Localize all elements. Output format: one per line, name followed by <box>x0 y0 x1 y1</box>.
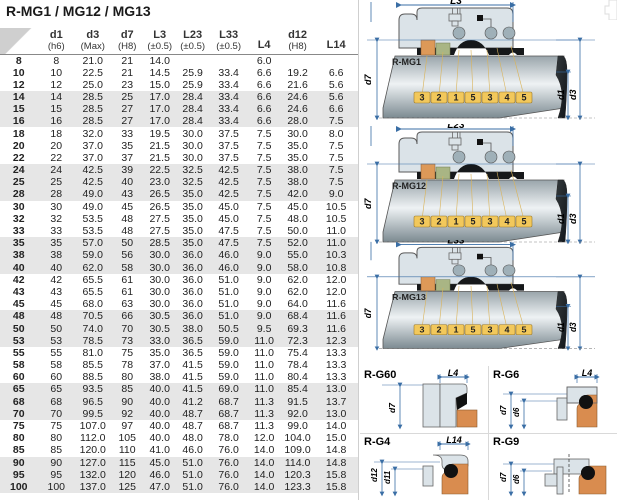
svg-text:R-MG13: R-MG13 <box>392 292 426 302</box>
svg-text:3: 3 <box>488 325 493 335</box>
svg-text:d1: d1 <box>556 213 566 224</box>
svg-text:L4: L4 <box>448 368 459 378</box>
svg-text:d11: d11 <box>383 470 392 484</box>
svg-text:d6: d6 <box>512 407 521 417</box>
svg-text:5: 5 <box>521 217 526 227</box>
svg-text:d3: d3 <box>568 89 578 100</box>
svg-text:d7: d7 <box>387 402 397 413</box>
svg-text:3: 3 <box>419 217 424 227</box>
svg-text:L23: L23 <box>447 124 465 131</box>
svg-text:4: 4 <box>505 325 510 335</box>
svg-text:R-G4: R-G4 <box>364 436 391 448</box>
svg-text:4: 4 <box>504 93 509 103</box>
svg-text:2: 2 <box>436 217 441 227</box>
svg-text:1: 1 <box>453 217 458 227</box>
svg-text:d1: d1 <box>556 322 566 332</box>
svg-text:d3: d3 <box>568 213 578 224</box>
svg-text:2: 2 <box>437 325 442 335</box>
svg-text:4: 4 <box>504 217 509 227</box>
svg-text:R-G9: R-G9 <box>493 436 519 448</box>
svg-text:d7: d7 <box>499 472 508 482</box>
svg-text:5: 5 <box>470 93 475 103</box>
svg-text:3: 3 <box>419 93 424 103</box>
svg-text:d7: d7 <box>363 307 373 318</box>
svg-text:R-MG1: R-MG1 <box>392 57 421 67</box>
svg-text:5: 5 <box>470 217 475 227</box>
svg-text:R-MG12: R-MG12 <box>392 181 426 191</box>
svg-text:5: 5 <box>521 93 526 103</box>
svg-text:L33: L33 <box>447 240 465 247</box>
svg-text:3: 3 <box>420 325 425 335</box>
svg-text:R-G6: R-G6 <box>493 369 519 381</box>
svg-text:1: 1 <box>453 93 458 103</box>
svg-text:L14: L14 <box>446 435 462 445</box>
svg-text:d3: d3 <box>568 322 578 332</box>
svg-text:L3: L3 <box>450 0 462 7</box>
svg-text:d6: d6 <box>512 474 521 484</box>
svg-text:d7: d7 <box>363 198 373 209</box>
svg-text:L4: L4 <box>582 368 593 378</box>
svg-text:R-G60: R-G60 <box>364 369 396 381</box>
svg-text:2: 2 <box>436 93 441 103</box>
svg-text:5: 5 <box>522 325 527 335</box>
svg-text:1: 1 <box>454 325 459 335</box>
svg-text:3: 3 <box>487 93 492 103</box>
svg-text:d7: d7 <box>499 405 508 415</box>
svg-text:3: 3 <box>487 217 492 227</box>
svg-text:d1: d1 <box>556 89 566 100</box>
svg-text:5: 5 <box>471 325 476 335</box>
svg-text:d12: d12 <box>370 468 379 482</box>
svg-text:d7: d7 <box>363 74 373 85</box>
